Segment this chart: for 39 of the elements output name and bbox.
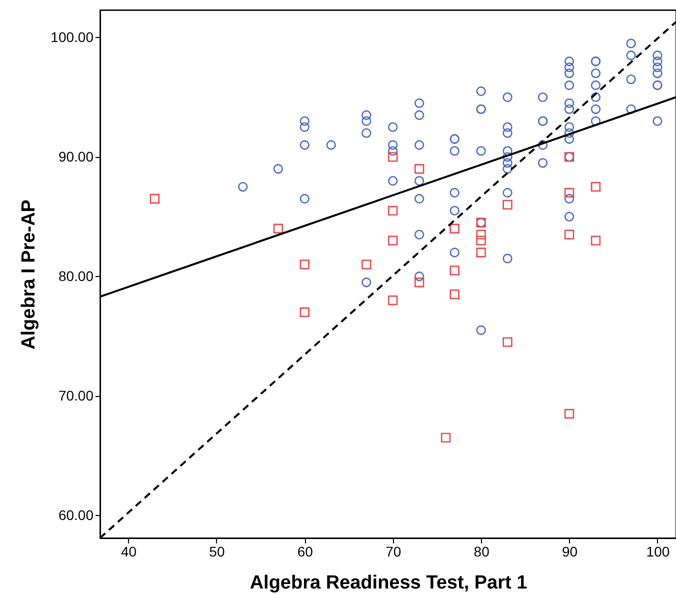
point bbox=[502, 200, 512, 210]
point bbox=[440, 432, 451, 442]
point bbox=[388, 206, 398, 216]
x-tick-label: 100 bbox=[646, 544, 670, 560]
point bbox=[590, 182, 601, 192]
point bbox=[414, 164, 424, 174]
y-tick-label: 90.00 bbox=[58, 148, 94, 164]
x-tick-label: 60 bbox=[297, 544, 314, 560]
y-tick-label: 70.00 bbox=[58, 387, 94, 404]
point bbox=[450, 224, 460, 234]
point bbox=[564, 230, 574, 240]
x-axis-title: Algebra Readiness Test, Part 1 bbox=[250, 572, 528, 594]
point bbox=[502, 337, 512, 347]
point bbox=[273, 224, 284, 234]
y-tick-label: 100.00 bbox=[50, 28, 94, 45]
point bbox=[450, 266, 460, 276]
point bbox=[476, 248, 486, 258]
point bbox=[388, 236, 398, 246]
point bbox=[300, 307, 310, 318]
x-tick-label: 90 bbox=[562, 544, 578, 560]
point bbox=[450, 289, 460, 300]
point bbox=[150, 194, 160, 204]
point bbox=[564, 188, 574, 198]
point bbox=[300, 260, 310, 270]
point bbox=[388, 295, 398, 306]
point bbox=[476, 230, 486, 240]
point bbox=[362, 260, 372, 270]
point bbox=[414, 278, 424, 288]
x-tick-label: 80 bbox=[474, 544, 490, 560]
x-tick-label: 40 bbox=[120, 544, 137, 560]
point bbox=[476, 236, 486, 246]
y-axis-title: Algebra I Pre-AP bbox=[18, 199, 40, 350]
point bbox=[564, 408, 574, 419]
point bbox=[590, 236, 601, 246]
y-tick-label: 60.00 bbox=[58, 506, 94, 523]
y-tick-label: 80.00 bbox=[58, 268, 94, 284]
x-tick-label: 70 bbox=[386, 544, 402, 560]
x-tick-label: 50 bbox=[209, 544, 225, 560]
point bbox=[388, 152, 398, 162]
